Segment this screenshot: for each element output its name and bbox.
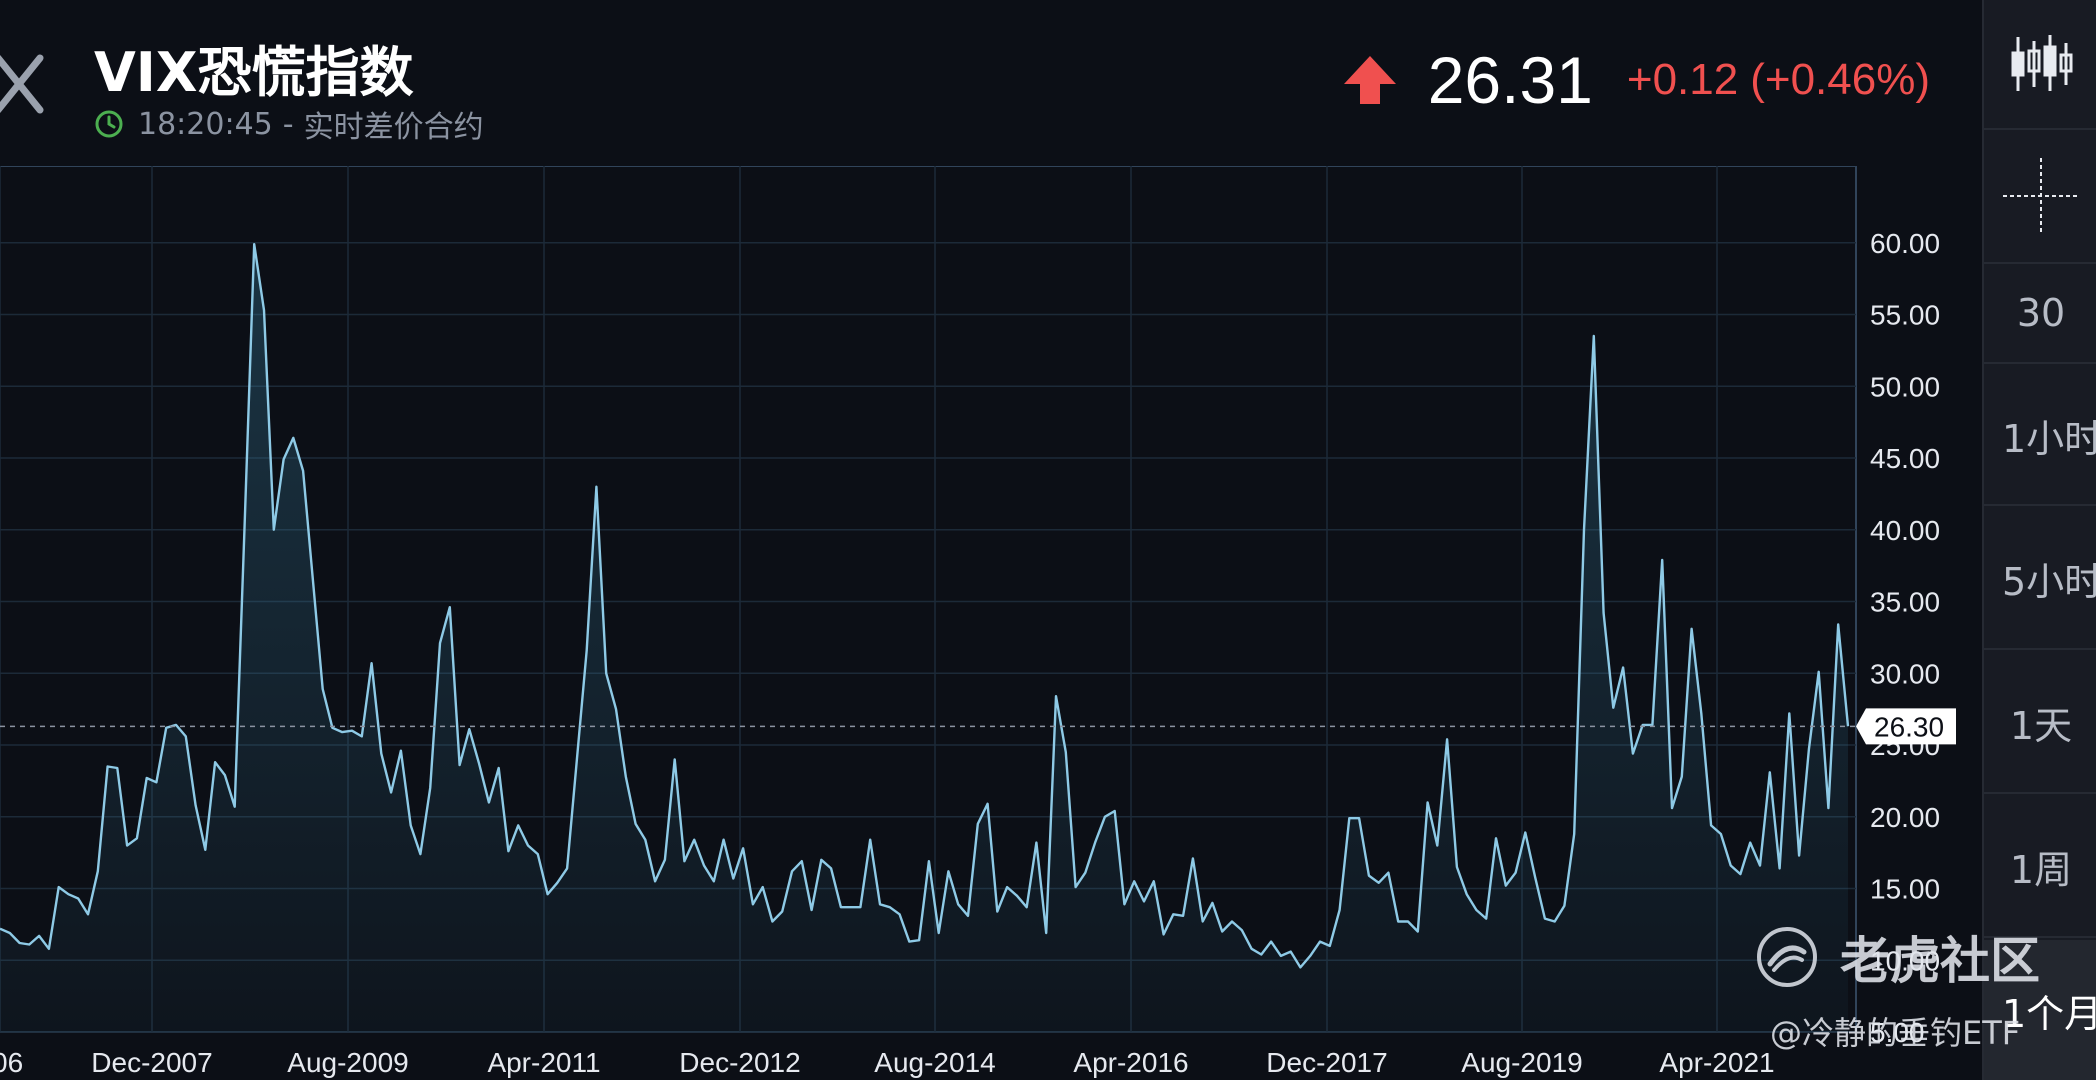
candlestick-icon	[2011, 35, 2073, 91]
y-tick-label: 20.00	[1870, 802, 1940, 833]
candlestick-tool[interactable]	[1984, 0, 2096, 130]
brand-watermark: 老虎社区	[1756, 924, 2040, 990]
author-watermark: @冷静的垂钓ETF	[1770, 1014, 2021, 1052]
quote-status: 18:20:45 - 实时差价合约	[94, 104, 484, 145]
price-quote: 26.31 +0.12 (+0.46%)	[1342, 40, 1930, 120]
period-1m[interactable]: 1个月	[1984, 940, 2096, 1080]
last-value-marker: 26.30	[0, 708, 1956, 745]
last-value-tag	[1856, 708, 1956, 745]
x-tick-label: Apr-2011	[487, 1047, 600, 1078]
price-change: +0.12	[1626, 55, 1739, 104]
x-tick-label: Dec-2007	[91, 1047, 212, 1078]
crosshair-icon	[2003, 158, 2079, 234]
clock-icon	[95, 110, 123, 138]
period-30[interactable]: 30	[1984, 264, 2096, 364]
x-tick-label: Aug-2009	[287, 1047, 408, 1078]
period-5h[interactable]: 5小时	[1984, 508, 2096, 650]
x-tick-label: Apr-2016	[1073, 1047, 1188, 1078]
last-value-label: 26.30	[1874, 711, 1944, 742]
price-change-percent: (+0.46%)	[1750, 55, 1930, 104]
last-price: 26.31	[1427, 43, 1593, 117]
separator: -	[282, 106, 294, 142]
period-1h[interactable]: 1小时	[1984, 366, 2096, 506]
y-tick-label: 30.00	[1870, 658, 1940, 689]
x-tick-label: 06	[0, 1047, 23, 1078]
period-1d[interactable]: 1天	[1984, 652, 2096, 794]
y-tick-label: 55.00	[1870, 300, 1940, 331]
page-title: VIX恐慌指数	[94, 41, 414, 104]
y-tick-label: 10.00	[1870, 945, 1940, 976]
y-tick-label: 40.00	[1870, 515, 1940, 546]
x-tick-label: Dec-2017	[1266, 1047, 1387, 1078]
y-tick-label: 45.00	[1870, 443, 1940, 474]
y-tick-label: 60.00	[1870, 228, 1940, 259]
brand-name: 老虎社区	[1840, 932, 2040, 990]
close-icon[interactable]	[0, 44, 54, 124]
price-chart[interactable]: 60.0055.0050.0045.0040.0035.0030.0025.00…	[0, 166, 1982, 1080]
right-sidebar: 30 1小时 5小时 1天 1周 1个月	[1982, 0, 2096, 1080]
tiger-logo-icon	[1757, 927, 1817, 987]
y-tick-label: 50.00	[1870, 371, 1940, 402]
crosshair-tool[interactable]	[1984, 130, 2096, 264]
y-tick-label: 35.00	[1870, 587, 1940, 618]
series-path	[0, 243, 1850, 969]
area-fill	[0, 244, 1848, 1032]
x-tick-label: Apr-2021	[1659, 1047, 1774, 1078]
y-tick-label: 5.00	[1870, 1017, 1925, 1048]
area-path	[0, 244, 1848, 1032]
up-arrow-icon	[1343, 56, 1396, 104]
x-tick-label: Dec-2012	[679, 1047, 800, 1078]
x-tick-label: Aug-2019	[1461, 1047, 1582, 1078]
x-tick-label: Aug-2014	[874, 1047, 995, 1078]
period-1w[interactable]: 1周	[1984, 796, 2096, 938]
contract-type: 实时差价合约	[303, 110, 484, 145]
update-time: 18:20:45	[138, 106, 273, 142]
y-tick-label: 15.00	[1870, 874, 1940, 905]
series-line	[0, 243, 1850, 969]
axis-labels: 60.0055.0050.0045.0040.0035.0030.0025.00…	[0, 228, 1940, 1078]
